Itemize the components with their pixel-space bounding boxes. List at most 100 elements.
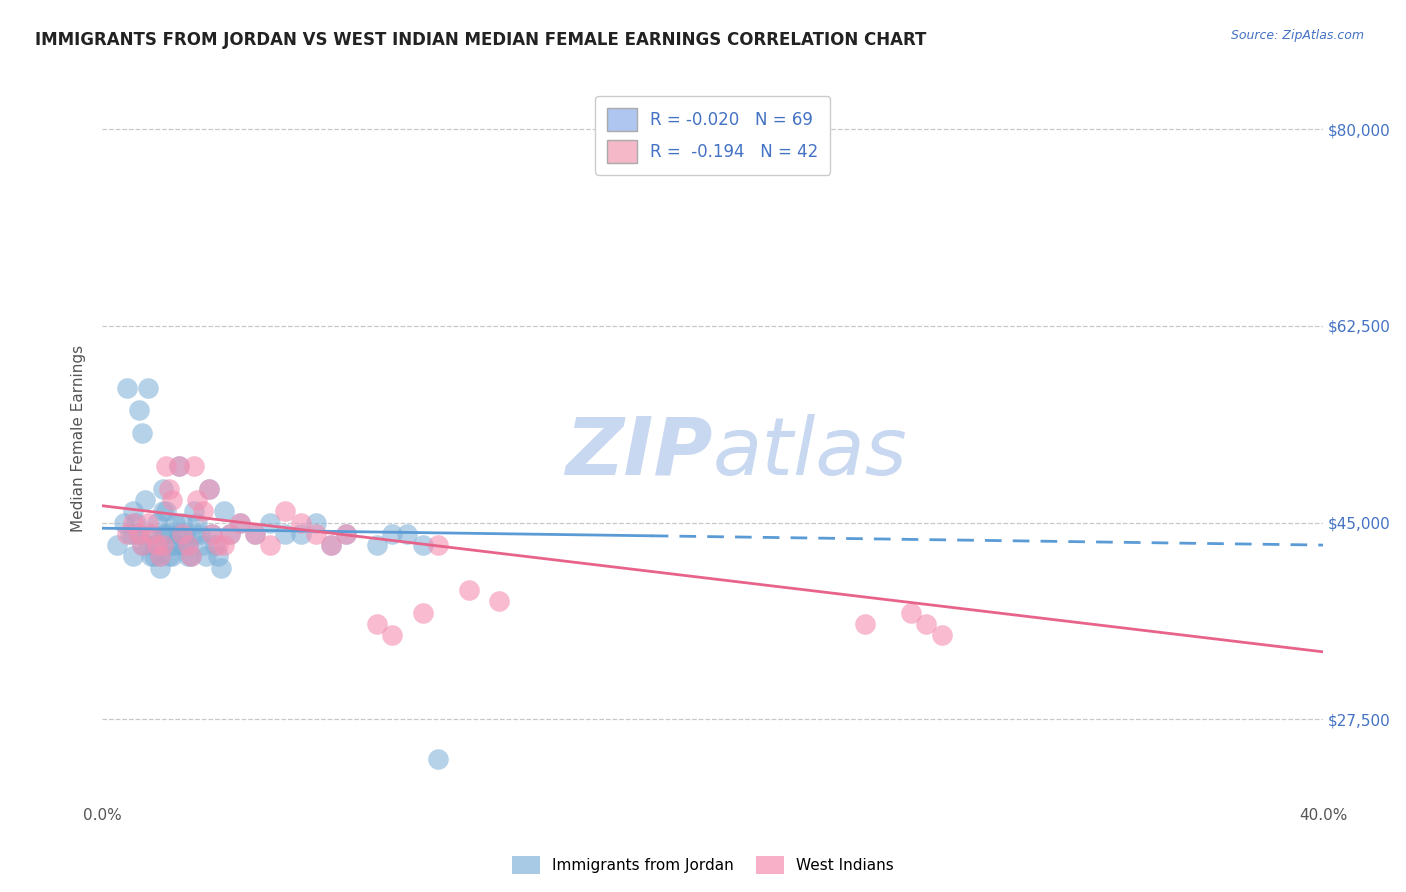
Point (162, 549, 184, 564)
Point (191, 538, 214, 552)
Point (136, 538, 159, 552)
Point (170, 526, 193, 541)
Point (167, 459, 190, 474)
Point (290, 526, 312, 541)
Point (915, 616, 938, 631)
Point (167, 459, 190, 474)
Point (146, 538, 169, 552)
Point (259, 516, 281, 530)
Point (214, 504, 236, 518)
Point (143, 549, 166, 564)
Point (396, 526, 419, 541)
Point (209, 560, 232, 574)
Point (427, 752, 450, 766)
Point (214, 538, 236, 552)
Point (243, 526, 266, 541)
Point (180, 549, 202, 564)
Point (381, 526, 404, 541)
Point (157, 526, 180, 541)
Point (121, 526, 143, 541)
Point (219, 526, 242, 541)
Point (149, 549, 172, 564)
Point (195, 549, 218, 564)
Point (188, 526, 211, 541)
Y-axis label: Median Female Earnings: Median Female Earnings (72, 344, 86, 532)
Point (290, 516, 312, 530)
Point (335, 526, 357, 541)
Point (143, 538, 166, 552)
Point (274, 504, 297, 518)
Point (125, 516, 148, 530)
Point (427, 538, 450, 552)
Point (165, 538, 187, 552)
Point (146, 538, 169, 552)
Point (121, 516, 143, 530)
Point (321, 538, 343, 552)
Point (186, 493, 208, 508)
Point (139, 526, 162, 541)
Point (155, 459, 177, 474)
Point (176, 538, 198, 552)
Point (228, 516, 250, 530)
Point (201, 526, 224, 541)
Point (183, 459, 205, 474)
Point (186, 516, 208, 530)
Point (128, 403, 150, 417)
Point (121, 504, 143, 518)
Point (305, 516, 328, 530)
Point (155, 504, 177, 518)
Point (305, 526, 328, 541)
Point (173, 526, 195, 541)
Point (207, 549, 229, 564)
Point (207, 538, 229, 552)
Point (457, 582, 479, 597)
Point (139, 526, 162, 541)
Point (176, 549, 198, 564)
Point (157, 482, 180, 496)
Point (152, 538, 174, 552)
Text: ZIP: ZIP (565, 414, 713, 491)
Point (149, 560, 172, 574)
Point (149, 549, 172, 564)
Point (274, 526, 297, 541)
Point (366, 538, 388, 552)
Point (162, 493, 184, 508)
Point (152, 526, 174, 541)
Point (162, 538, 184, 552)
Legend: Immigrants from Jordan, West Indians: Immigrants from Jordan, West Indians (506, 850, 900, 880)
Point (201, 526, 224, 541)
Point (107, 538, 129, 552)
Point (321, 538, 343, 552)
Legend: R = -0.020   N = 69, R =  -0.194   N = 42: R = -0.020 N = 69, R = -0.194 N = 42 (595, 96, 830, 175)
Point (165, 516, 187, 530)
Point (134, 493, 156, 508)
Point (170, 516, 193, 530)
Point (183, 504, 205, 518)
Point (176, 538, 198, 552)
Point (335, 526, 357, 541)
Point (173, 538, 195, 552)
Text: Source: ZipAtlas.com: Source: ZipAtlas.com (1230, 29, 1364, 42)
Point (204, 538, 226, 552)
Point (219, 526, 242, 541)
Text: IMMIGRANTS FROM JORDAN VS WEST INDIAN MEDIAN FEMALE EARNINGS CORRELATION CHART: IMMIGRANTS FROM JORDAN VS WEST INDIAN ME… (35, 31, 927, 49)
Point (131, 538, 153, 552)
Point (121, 549, 143, 564)
Point (152, 482, 174, 496)
Point (243, 526, 266, 541)
Point (366, 616, 388, 631)
Point (381, 628, 404, 642)
Point (157, 549, 180, 564)
Point (128, 526, 150, 541)
Point (128, 526, 150, 541)
Point (155, 526, 177, 541)
Point (118, 526, 141, 541)
Point (170, 538, 193, 552)
Point (412, 538, 434, 552)
Point (191, 504, 214, 518)
Point (198, 482, 221, 496)
Point (152, 504, 174, 518)
Point (198, 482, 221, 496)
Point (167, 526, 190, 541)
Point (228, 516, 250, 530)
